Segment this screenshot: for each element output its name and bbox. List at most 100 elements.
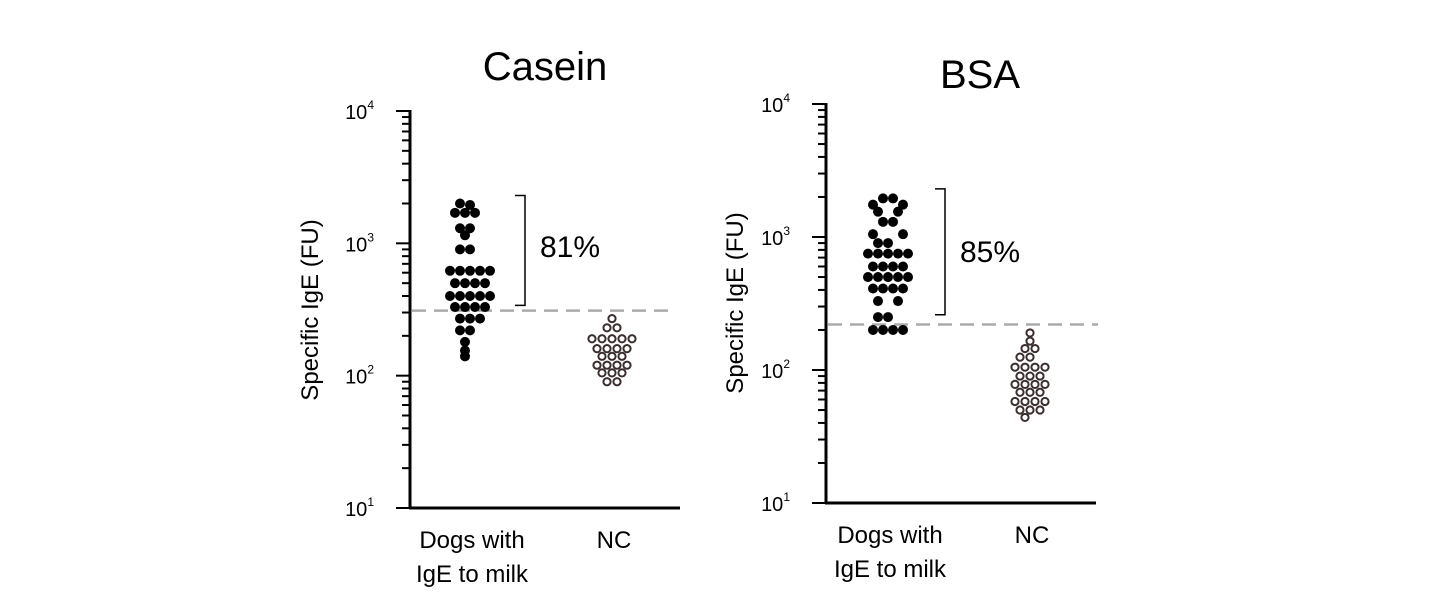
data-point-open	[622, 360, 632, 370]
data-point-open	[1035, 405, 1045, 415]
data-point-open	[1010, 396, 1020, 407]
data-point-filled	[863, 248, 873, 259]
data-point-filled	[883, 312, 893, 323]
data-point-filled	[465, 265, 475, 276]
data-point-open	[597, 368, 607, 378]
data-point-filled	[455, 313, 465, 324]
data-point-filled	[465, 313, 475, 324]
data-point-filled	[873, 272, 883, 283]
data-point-open	[1030, 379, 1040, 389]
x-category-label: NC	[1015, 522, 1050, 549]
y-tick-label: 103	[761, 224, 790, 250]
data-point-filled	[460, 278, 470, 289]
data-point-filled	[455, 244, 465, 255]
y-axis-label: Specific IgE (FU)	[297, 219, 324, 400]
data-point-open	[1020, 412, 1030, 423]
data-point-open	[1025, 405, 1035, 415]
data-point-open	[602, 377, 612, 387]
data-point-open	[1025, 371, 1035, 381]
positive-bracket	[935, 188, 946, 316]
data-point-filled	[888, 324, 898, 335]
data-point-open	[617, 368, 627, 378]
data-point-filled	[883, 272, 893, 283]
data-point-filled	[485, 265, 495, 276]
data-point-filled	[868, 261, 878, 272]
data-point-open	[607, 351, 617, 361]
data-point-filled	[465, 244, 475, 255]
data-point-filled	[898, 324, 908, 335]
data-point-filled	[470, 302, 480, 313]
data-point-filled	[893, 206, 903, 217]
data-point-filled	[893, 296, 903, 307]
x-category-label: Dogs with	[419, 527, 524, 554]
data-point-filled	[873, 248, 883, 259]
data-point-filled	[898, 283, 908, 294]
data-point-open	[1020, 396, 1030, 407]
data-point-open	[622, 344, 632, 354]
data-point-filled	[878, 324, 888, 335]
data-point-open	[1020, 362, 1030, 372]
data-point-filled	[903, 248, 913, 259]
data-point-filled	[878, 283, 888, 294]
data-point-open	[1010, 362, 1020, 372]
data-point-filled	[455, 198, 465, 209]
data-point-filled	[480, 278, 490, 289]
data-point-open	[1025, 336, 1035, 346]
data-point-filled	[460, 302, 470, 313]
data-point-filled	[460, 351, 470, 362]
data-point-open	[1035, 371, 1045, 381]
data-point-filled	[863, 272, 873, 283]
data-point-open	[607, 313, 617, 324]
data-point-open	[1040, 379, 1050, 389]
data-point-filled	[898, 199, 908, 210]
data-point-open	[1040, 362, 1050, 372]
positive-bracket	[515, 194, 526, 307]
data-point-open	[592, 360, 602, 370]
data-point-open	[607, 334, 617, 344]
data-point-open	[627, 334, 637, 344]
data-point-open	[1025, 328, 1035, 338]
data-point-filled	[898, 229, 908, 240]
chart-title: BSA	[940, 53, 1020, 97]
data-point-filled	[465, 199, 475, 210]
y-tick-label: 101	[761, 490, 790, 516]
data-point-filled	[460, 230, 470, 241]
data-point-filled	[465, 223, 475, 234]
data-point-open	[587, 334, 597, 344]
data-point-open	[612, 344, 622, 354]
data-point-filled	[898, 261, 908, 272]
data-point-open	[597, 334, 607, 344]
data-point-filled	[455, 290, 465, 301]
data-point-open	[1015, 405, 1025, 415]
data-point-open	[1035, 387, 1045, 397]
data-point-filled	[903, 272, 913, 283]
data-point-filled	[883, 248, 893, 259]
data-point-open	[607, 368, 617, 378]
data-point-open	[592, 344, 602, 354]
data-point-open	[617, 351, 627, 361]
data-point-filled	[873, 296, 883, 307]
data-point-open	[597, 351, 607, 361]
data-point-filled	[455, 325, 465, 336]
data-point-filled	[873, 312, 883, 323]
data-point-filled	[883, 238, 893, 249]
percentage-label: 81%	[540, 231, 600, 264]
data-point-filled	[893, 248, 903, 259]
data-point-filled	[888, 193, 898, 204]
data-point-filled	[878, 193, 888, 204]
data-point-filled	[465, 325, 475, 336]
data-point-open	[1020, 343, 1030, 354]
data-point-open	[612, 323, 622, 333]
data-point-open	[1015, 387, 1025, 397]
data-point-filled	[888, 261, 898, 272]
percentage-label: 85%	[960, 236, 1020, 269]
data-point-open	[602, 323, 612, 333]
data-point-filled	[485, 290, 495, 301]
x-category-label: IgE to milk	[834, 556, 947, 583]
data-point-open	[612, 360, 622, 370]
y-tick-label: 104	[345, 98, 374, 124]
y-tick-label: 104	[761, 91, 790, 117]
data-point-filled	[868, 199, 878, 210]
data-point-open	[1030, 343, 1040, 354]
